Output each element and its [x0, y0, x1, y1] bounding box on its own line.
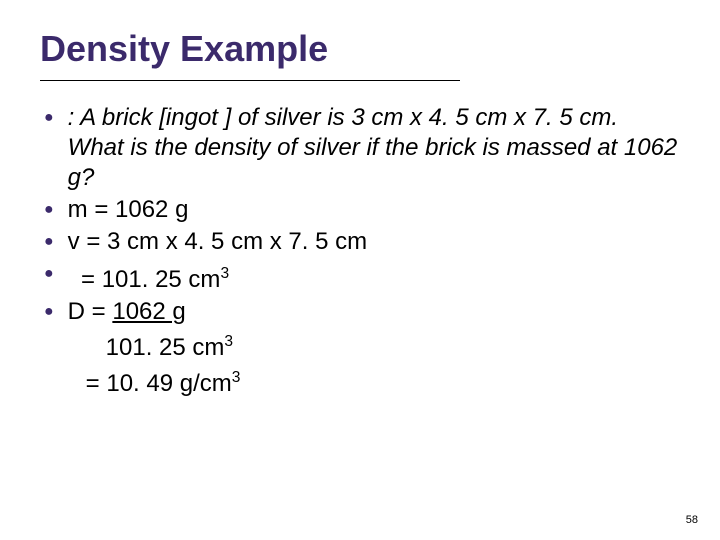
- bullet-problem: : A brick [ingot ] of silver is 3 cm x 4…: [68, 103, 680, 193]
- bullet-icon: ●: [44, 195, 54, 225]
- bullet-icon: ●: [44, 103, 54, 133]
- page-number: 58: [686, 514, 698, 526]
- list-item: ● v = 3 cm x 4. 5 cm x 7. 5 cm: [44, 227, 680, 257]
- slide-title: Density Example: [40, 28, 460, 81]
- list-item: ● D = 1062 g101. 25 cm3= 10. 49 g/cm3: [44, 297, 680, 399]
- list-item: ● : A brick [ingot ] of silver is 3 cm x…: [44, 103, 680, 193]
- list-item: ● m = 1062 g: [44, 195, 680, 225]
- bullet-icon: ●: [44, 297, 54, 327]
- bullet-mass: m = 1062 g: [68, 195, 189, 225]
- list-item: ● = 101. 25 cm3: [44, 259, 680, 295]
- bullet-density: D = 1062 g101. 25 cm3= 10. 49 g/cm3: [68, 297, 241, 399]
- slide-content: ● : A brick [ingot ] of silver is 3 cm x…: [40, 103, 680, 399]
- slide: Density Example ● : A brick [ingot ] of …: [0, 0, 720, 540]
- bullet-icon: ●: [44, 259, 54, 289]
- bullet-volume: v = 3 cm x 4. 5 cm x 7. 5 cm: [68, 227, 367, 257]
- bullet-icon: ●: [44, 227, 54, 257]
- bullet-vol-result: = 101. 25 cm3: [68, 259, 229, 295]
